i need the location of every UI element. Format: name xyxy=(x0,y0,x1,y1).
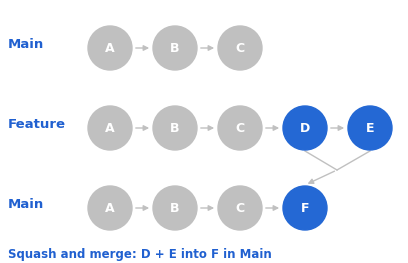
Text: E: E xyxy=(366,122,374,134)
Circle shape xyxy=(218,186,262,230)
Circle shape xyxy=(283,106,327,150)
Text: Main: Main xyxy=(8,38,44,51)
Text: C: C xyxy=(235,122,244,134)
Circle shape xyxy=(153,106,197,150)
Text: D: D xyxy=(300,122,310,134)
Circle shape xyxy=(218,26,262,70)
Text: B: B xyxy=(170,42,180,54)
Text: A: A xyxy=(105,122,115,134)
Circle shape xyxy=(153,26,197,70)
Text: Feature: Feature xyxy=(8,118,66,131)
Text: F: F xyxy=(301,201,309,215)
Circle shape xyxy=(218,106,262,150)
Circle shape xyxy=(348,106,392,150)
Text: C: C xyxy=(235,201,244,215)
Circle shape xyxy=(88,26,132,70)
Text: A: A xyxy=(105,201,115,215)
Circle shape xyxy=(88,186,132,230)
Text: B: B xyxy=(170,122,180,134)
Circle shape xyxy=(153,186,197,230)
Text: C: C xyxy=(235,42,244,54)
Text: Squash and merge: D + E into F in Main: Squash and merge: D + E into F in Main xyxy=(8,248,272,261)
Circle shape xyxy=(88,106,132,150)
Text: Main: Main xyxy=(8,198,44,211)
Text: A: A xyxy=(105,42,115,54)
Text: B: B xyxy=(170,201,180,215)
Circle shape xyxy=(283,186,327,230)
